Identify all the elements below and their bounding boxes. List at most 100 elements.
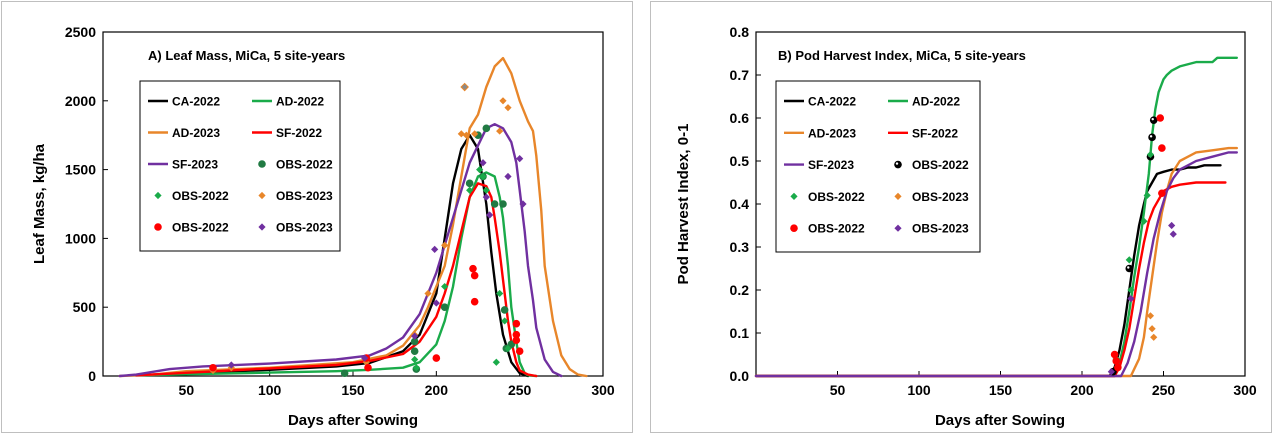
chart-a-data-point <box>441 282 449 291</box>
chart-a-data-point <box>411 332 419 340</box>
chart-a-ytick-label: 1000 <box>65 230 96 246</box>
chart-a-xlabel: Days after Sowing <box>288 412 418 429</box>
chart-a-data-point <box>500 306 509 314</box>
chart-a-xtick-label: 150 <box>341 382 365 398</box>
chart-b-legend-marker <box>894 224 902 232</box>
chart-a-data-point <box>512 319 521 328</box>
chart-b-legend-label: CA-2022 <box>808 95 856 109</box>
chart-b-data-point <box>1112 357 1121 365</box>
chart-b-data-point <box>1148 325 1156 333</box>
chart-a-data-point <box>479 159 487 167</box>
chart-a-data-point <box>431 245 439 254</box>
chart-b-ytick-label: 0.1 <box>730 325 750 341</box>
chart-a-data-point <box>457 130 465 138</box>
chart-b-legend-label: OBS-2022 <box>808 222 865 236</box>
chart-a-ytick-label: 0 <box>88 368 96 384</box>
chart-b-data-point <box>1110 350 1119 359</box>
chart-a-legend-label: OBS-2022 <box>276 158 333 172</box>
chart-a-legend-marker <box>154 191 162 200</box>
chart-b-data-point <box>1156 114 1165 122</box>
chart-a-data-point <box>441 241 449 249</box>
chart-a-data-point <box>209 363 217 372</box>
chart-b-series-line-sf-2023 <box>754 151 1238 378</box>
chart-b-data-point <box>1114 363 1122 372</box>
chart-a-data-point <box>479 172 487 181</box>
chart-a-legend-marker <box>154 223 162 231</box>
chart-b-ytick-label: 0.6 <box>730 110 750 126</box>
chart-a-data-point <box>440 303 449 312</box>
chart-a-series-line-ad-2022 <box>135 171 538 378</box>
chart-b-legend-label: SF-2022 <box>912 126 958 140</box>
chart-a-data-point <box>466 186 474 194</box>
chart-a-data-point <box>361 354 369 362</box>
chart-b-ylabel: Pod Harvest Index, 0-1 <box>675 124 692 285</box>
chart-b-ytick-label: 0.0 <box>730 368 750 384</box>
leaf-mass-chart: A) Leaf Mass, MiCa, 5 site-years Days af… <box>31 24 615 429</box>
chart-b-series-line-sf-2022 <box>754 181 1227 378</box>
chart-a-legend-label: OBS-2022 <box>172 189 229 203</box>
chart-a-data-point <box>462 131 470 139</box>
chart-b-legend-label: SF-2023 <box>808 158 854 172</box>
chart-a-data-point <box>504 172 512 181</box>
chart-b-data-point <box>1146 312 1155 320</box>
chart-a-data-point <box>504 104 512 112</box>
chart-b-ytick-label: 0.7 <box>730 67 750 83</box>
chart-a-data-point <box>515 347 524 356</box>
chart-b-data-point <box>1127 295 1135 303</box>
chart-b-legend-label: OBS-2022 <box>912 158 969 172</box>
chart-b-series-line-ca-2022 <box>754 164 1222 378</box>
chart-a-data-point <box>476 166 484 174</box>
chart-b-data-point <box>1140 217 1148 225</box>
chart-a-data-point <box>424 289 432 298</box>
chart-b-data-point-highlight <box>1127 266 1130 269</box>
chart-a-legend-marker <box>258 160 266 168</box>
chart-a-ytick-label: 2000 <box>65 93 96 109</box>
chart-b-legend-label: AD-2023 <box>808 126 856 140</box>
chart-b-data-point <box>1148 133 1156 142</box>
chart-b-data-point <box>1143 191 1151 199</box>
chart-a-data-point <box>432 354 441 362</box>
pod-harvest-index-chart: B) Pod Harvest Index, MiCa, 5 site-years… <box>675 24 1257 429</box>
chart-a-data-point <box>512 336 521 345</box>
chart-b-data-point-highlight <box>1149 135 1153 138</box>
chart-a-data-point <box>512 330 521 339</box>
chart-b-legend-marker <box>790 192 798 200</box>
chart-b-ytick-label: 0.5 <box>730 153 750 169</box>
chart-a-legend-marker <box>258 223 266 231</box>
chart-b-xtick-label: 100 <box>907 382 931 398</box>
chart-b-data-point <box>1150 333 1158 341</box>
chart-b-xtick-label: 250 <box>1152 382 1176 398</box>
chart-b-xtick-label: 300 <box>1233 382 1257 398</box>
chart-b-data-point <box>1125 256 1133 264</box>
chart-b-data-point <box>1169 230 1177 238</box>
chart-a-legend-label: OBS-2023 <box>276 221 333 235</box>
chart-a-data-point <box>410 347 419 356</box>
chart-b-legend-marker <box>790 224 798 232</box>
chart-b-ytick-label: 0.8 <box>730 24 750 40</box>
chart-a-series-line-ca-2022 <box>135 133 530 378</box>
chart-a-data-point <box>496 127 504 135</box>
chart-a-series-line-ad-2023 <box>118 56 588 378</box>
chart-b-series-line-ad-2022 <box>754 56 1238 378</box>
chart-a-xtick-label: 50 <box>179 382 195 398</box>
chart-b-data-point <box>1125 264 1134 273</box>
chart-a-series-line-sf-2023 <box>118 122 563 378</box>
chart-a-legend-marker <box>258 191 266 200</box>
chart-b-xtick-label: 150 <box>989 382 1013 398</box>
chart-b-legend-marker <box>894 160 902 169</box>
chart-b-legend-marker <box>894 192 902 200</box>
chart-a-data-point <box>499 97 507 105</box>
chart-b-data-point <box>1149 116 1158 124</box>
chart-a-data-point <box>501 317 509 325</box>
chart-a-data-point <box>227 361 235 369</box>
chart-a-data-point <box>471 130 479 138</box>
chart-a-data-point <box>492 358 500 366</box>
chart-a-xtick-label: 100 <box>258 382 282 398</box>
chart-a-legend-label: CA-2022 <box>172 95 220 109</box>
chart-b-ytick-label: 0.3 <box>730 239 750 255</box>
chart-b-data-point <box>1127 286 1135 294</box>
chart-a-title: A) Leaf Mass, MiCa, 5 site-years <box>148 48 345 63</box>
chart-b-legend-box <box>775 80 981 253</box>
chart-a-data-point <box>482 124 491 133</box>
